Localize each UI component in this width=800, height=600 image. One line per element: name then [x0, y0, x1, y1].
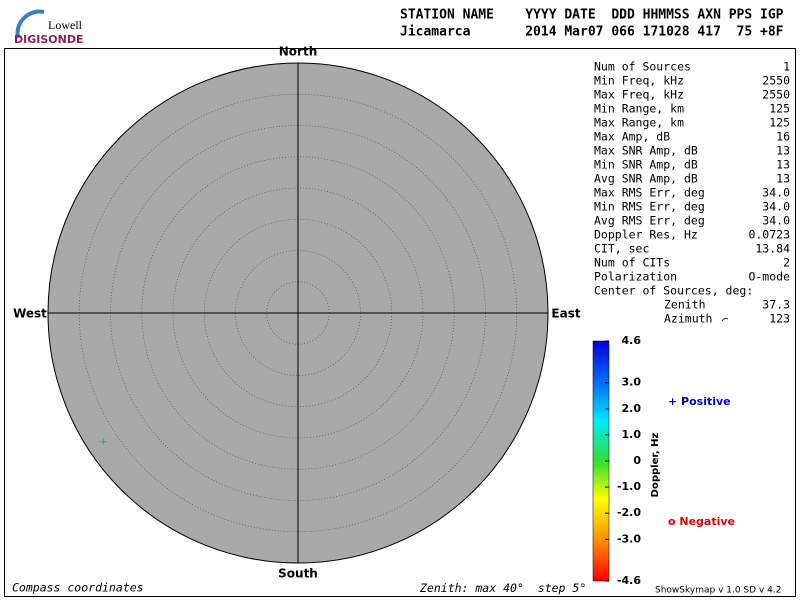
stat-value: 0.0723 — [748, 228, 790, 242]
colorbar-tick-label: 2.0 — [622, 402, 642, 415]
center-title: Center of Sources, deg: — [594, 284, 753, 298]
stat-value: 13.84 — [755, 242, 790, 256]
stat-label: CIT, sec — [594, 242, 649, 256]
stat-value: 2550 — [762, 88, 790, 102]
stat-label: Max Range, km — [594, 116, 684, 130]
stat-label: Max RMS Err, deg — [594, 186, 705, 200]
colorbar-tick-label: -1.0 — [617, 480, 641, 493]
colorbar-tick-label: 1.0 — [622, 428, 642, 441]
zenith-max: 40 — [503, 581, 517, 595]
degree: ° — [517, 581, 524, 595]
stat-label: Num of CITs — [594, 256, 670, 270]
colorbar-tick-label: 3.0 — [622, 376, 642, 389]
stat-value: 1 — [783, 60, 790, 74]
stat-label: Min SNR Amp, dB — [594, 158, 698, 172]
azimuth-value: 123 — [769, 312, 790, 326]
stat-label: Max Freq, kHz — [594, 88, 684, 102]
logo-arc — [15, 9, 45, 39]
stat-label: Min RMS Err, deg — [594, 200, 705, 214]
source-point — [100, 438, 107, 445]
logo-top: Lowell — [48, 18, 83, 32]
stat-value: 2 — [783, 256, 790, 270]
colorbar-tick-label: -4.6 — [617, 574, 641, 587]
header-labels: STATION NAME YYYY DATE DDD HHMMSS AXN PP… — [400, 8, 784, 23]
stat-value: 16 — [776, 130, 790, 144]
stat-value: 34.0 — [762, 186, 790, 200]
stat-label: Min Freq, kHz — [594, 74, 684, 88]
stat-value: 13 — [776, 144, 790, 158]
stat-value: 125 — [769, 116, 790, 130]
stat-value: 13 — [776, 158, 790, 172]
version: ShowSkymap v 1.0 SD v 4.2 — [655, 586, 781, 596]
degree: ° — [579, 581, 586, 595]
east-label: East — [551, 307, 580, 321]
north-label: North — [279, 45, 317, 59]
colorbar-tick-label: 0 — [633, 454, 641, 467]
azimuth-label: Azimuth — [664, 312, 712, 326]
stat-label: Num of Sources — [594, 60, 691, 74]
footer-zenith: Zenith: max 40° step 5° — [419, 581, 586, 595]
stat-value: 34.0 — [762, 214, 790, 228]
positive-legend: + Positive — [668, 395, 731, 408]
stat-value: 125 — [769, 102, 790, 116]
zenith-prefix: Zenith: max — [419, 581, 496, 595]
stat-label: Avg RMS Err, deg — [594, 214, 705, 228]
stat-label: Max SNR Amp, dB — [594, 144, 698, 158]
stat-label: Min Range, km — [594, 102, 684, 116]
stat-label: Doppler Res, Hz — [594, 228, 698, 242]
zenith-value: 37.3 — [762, 298, 790, 312]
south-label: South — [278, 567, 318, 581]
logo-bottom: DIGISONDE — [14, 33, 83, 46]
negative-legend: o Negative — [668, 515, 735, 528]
header-values: Jicamarca 2014 Mar07 066 171028 417 75 +… — [400, 25, 784, 40]
colorbar-label: Doppler, Hz — [650, 433, 661, 498]
colorbar-tick-label: -3.0 — [617, 532, 641, 545]
west-label: West — [13, 307, 47, 321]
stat-value: 2550 — [762, 74, 790, 88]
stat-label: Polarization — [594, 270, 677, 284]
zenith-label: Zenith — [664, 298, 706, 312]
stat-label: Avg SNR Amp, dB — [594, 172, 698, 186]
stat-label: Max Amp, dB — [594, 130, 670, 144]
colorbar-tick-label: 4.6 — [622, 334, 642, 347]
azimuth-icon — [721, 317, 729, 322]
colorbar-tick-label: -2.0 — [617, 506, 641, 519]
frame — [4, 48, 796, 597]
zenith-step: 5 — [572, 581, 579, 595]
footer-left: Compass coordinates — [12, 581, 144, 595]
step-prefix: step — [538, 581, 566, 595]
stat-value: 13 — [776, 172, 790, 186]
stat-value: O-mode — [748, 270, 790, 284]
stat-value: 34.0 — [762, 200, 790, 214]
